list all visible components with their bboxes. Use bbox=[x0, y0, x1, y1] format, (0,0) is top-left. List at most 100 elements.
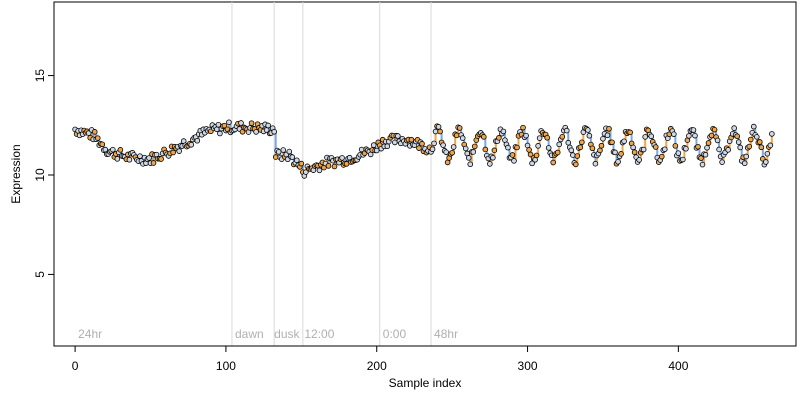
data-point bbox=[471, 143, 478, 150]
data-point bbox=[586, 132, 593, 139]
data-point bbox=[589, 145, 596, 152]
data-point bbox=[331, 163, 338, 170]
data-point bbox=[702, 151, 709, 158]
data-point bbox=[711, 126, 718, 133]
data-point bbox=[714, 137, 721, 144]
data-point bbox=[392, 139, 398, 146]
data-point bbox=[176, 148, 182, 154]
data-point bbox=[343, 161, 350, 167]
data-point bbox=[631, 149, 638, 156]
data-point bbox=[606, 125, 612, 132]
data-point bbox=[585, 127, 591, 133]
data-point bbox=[559, 134, 566, 140]
data-point bbox=[680, 156, 686, 163]
data-point bbox=[459, 135, 466, 141]
y-tick-label: 15 bbox=[33, 69, 47, 83]
data-point bbox=[217, 130, 223, 137]
data-point bbox=[303, 169, 309, 175]
data-point bbox=[735, 139, 742, 145]
data-point bbox=[545, 145, 552, 151]
data-point bbox=[683, 145, 689, 152]
data-point bbox=[490, 154, 496, 161]
data-point bbox=[767, 142, 774, 149]
data-point bbox=[271, 128, 277, 135]
data-point bbox=[642, 134, 648, 140]
data-point bbox=[698, 155, 704, 161]
data-point bbox=[437, 128, 443, 135]
data-point bbox=[747, 136, 754, 143]
data-point bbox=[597, 147, 603, 154]
data-point bbox=[289, 154, 296, 160]
data-point bbox=[604, 132, 611, 139]
data-point bbox=[652, 144, 659, 150]
data-point bbox=[298, 160, 305, 167]
phase-label: 24hr bbox=[78, 327, 102, 341]
data-point bbox=[99, 141, 106, 148]
data-point bbox=[514, 144, 520, 151]
data-point bbox=[672, 143, 679, 149]
data-point bbox=[214, 126, 220, 133]
data-point bbox=[275, 149, 282, 155]
data-point bbox=[443, 149, 449, 155]
data-point bbox=[719, 159, 725, 165]
data-point bbox=[102, 146, 109, 153]
data-point bbox=[563, 127, 570, 134]
data-point bbox=[686, 133, 692, 139]
data-point bbox=[449, 149, 455, 156]
data-point bbox=[395, 133, 401, 139]
data-point bbox=[598, 142, 605, 149]
data-point bbox=[554, 149, 561, 156]
data-point bbox=[487, 161, 493, 167]
data-point bbox=[419, 140, 425, 147]
data-point bbox=[316, 167, 323, 174]
x-axis-label: Sample index bbox=[389, 376, 462, 390]
x-tick-label: 100 bbox=[216, 359, 236, 373]
data-point bbox=[592, 160, 599, 167]
data-point bbox=[146, 155, 152, 161]
data-point bbox=[705, 140, 712, 146]
data-point bbox=[569, 152, 576, 158]
data-point bbox=[743, 153, 750, 160]
data-point bbox=[110, 146, 116, 153]
data-point bbox=[467, 161, 474, 168]
data-point bbox=[556, 141, 563, 148]
data-point bbox=[600, 136, 606, 142]
data-point bbox=[544, 134, 550, 141]
data-point bbox=[627, 129, 633, 136]
data-point bbox=[612, 149, 618, 156]
x-axis: 0 100 200 300 400 bbox=[72, 345, 689, 373]
data-point bbox=[339, 155, 345, 161]
data-point bbox=[533, 152, 540, 159]
data-point bbox=[725, 147, 731, 153]
data-point bbox=[114, 156, 121, 162]
x-tick-label: 200 bbox=[367, 359, 387, 373]
data-point bbox=[286, 148, 293, 155]
data-point bbox=[370, 142, 377, 148]
phase-label: 48hr bbox=[434, 327, 458, 341]
data-point bbox=[764, 150, 771, 157]
data-point bbox=[482, 146, 489, 153]
phase-label: 0:00 bbox=[383, 327, 407, 341]
data-point bbox=[265, 122, 271, 129]
data-point bbox=[500, 128, 507, 135]
data-point bbox=[704, 145, 710, 151]
data-point bbox=[529, 160, 535, 167]
data-point bbox=[630, 144, 636, 151]
data-point bbox=[408, 136, 415, 143]
data-point bbox=[496, 135, 502, 141]
data-point bbox=[621, 138, 627, 145]
data-point bbox=[481, 134, 487, 140]
data-point bbox=[758, 144, 765, 151]
data-point bbox=[690, 127, 697, 133]
data-point bbox=[294, 157, 300, 164]
data-point bbox=[94, 135, 101, 141]
data-point bbox=[440, 142, 446, 148]
data-point bbox=[618, 151, 624, 157]
data-point bbox=[194, 137, 201, 144]
phase-label: dusk bbox=[274, 327, 300, 341]
data-point bbox=[579, 139, 585, 146]
y-axis: 5 10 15 bbox=[33, 69, 55, 278]
data-point bbox=[658, 153, 665, 160]
data-point bbox=[453, 132, 460, 139]
